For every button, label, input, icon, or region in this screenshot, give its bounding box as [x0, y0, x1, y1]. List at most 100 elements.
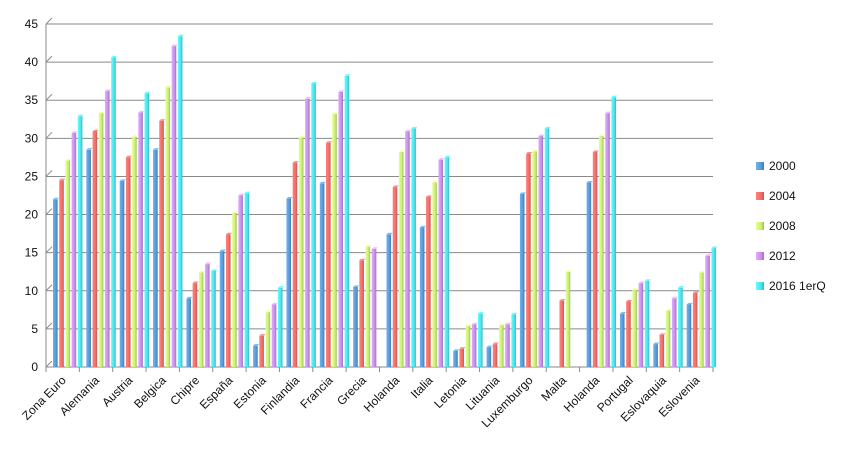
bar-2004-14	[526, 151, 533, 367]
bar-2012-4	[205, 262, 212, 367]
x-tick-label: Holanda	[561, 373, 603, 415]
bar-2004-17	[626, 299, 633, 367]
legend-label: 2000	[769, 159, 796, 173]
bar-2008-8	[332, 112, 339, 367]
bar-2000-8	[319, 181, 326, 367]
y-tick-label: 5	[31, 322, 38, 336]
x-tick-label: Malta	[538, 373, 569, 404]
bar-2004-19	[692, 291, 700, 367]
x-tick-label: Austria	[99, 373, 136, 410]
bar-2012-19	[705, 254, 712, 367]
bar-2016-1erq-6	[277, 286, 285, 367]
x-tick-label: Francia	[297, 373, 335, 411]
bar-2016-1erq-1	[111, 55, 118, 367]
bar-2016-1erq-18	[678, 286, 685, 367]
bar-2004-11	[426, 195, 433, 367]
bar-2012-6	[271, 302, 278, 367]
y-tick-label: 40	[25, 55, 39, 69]
bar-2004-7	[292, 161, 299, 367]
gridline-depth	[45, 208, 53, 215]
legend-swatch	[756, 162, 764, 170]
bar-2012-13	[505, 322, 512, 367]
bar-2012-0	[71, 131, 78, 367]
bar-2004-0	[59, 178, 66, 367]
bar-2008-5	[232, 211, 239, 367]
bar-2008-9	[365, 244, 372, 367]
bar-2016-1erq-7	[311, 81, 318, 367]
bar-2000-7	[286, 196, 293, 367]
gridline-depth	[45, 284, 53, 292]
y-tick-label: 10	[25, 284, 39, 298]
bar-2008-3	[165, 85, 172, 368]
gridline-depth	[45, 131, 53, 139]
legend-label: 2008	[769, 219, 796, 233]
legend-swatch	[756, 192, 764, 200]
bar-2000-3	[153, 148, 160, 367]
bar-2016-1erq-2	[144, 91, 151, 368]
bar-2000-10	[386, 232, 393, 367]
legend-item: 2000	[756, 159, 796, 173]
bar-2012-1	[104, 89, 112, 367]
bar-2016-1erq-5	[244, 191, 251, 367]
legend-label: 2012	[769, 249, 796, 263]
gridline-depth	[45, 55, 53, 63]
bar-2008-15	[565, 270, 572, 367]
bar-2000-11	[419, 225, 427, 367]
legend-item: 2004	[756, 189, 796, 203]
bar-2004-16	[592, 150, 599, 367]
gridline-depth	[45, 246, 53, 254]
bar-2008-14	[532, 149, 539, 367]
bar-2000-2	[119, 179, 126, 367]
gridline-depth	[45, 322, 53, 330]
legend-item: 2012	[756, 249, 796, 263]
y-tick-label: 30	[25, 131, 39, 145]
bar-2000-5	[219, 249, 226, 367]
bar-2012-5	[238, 193, 245, 367]
bar-2008-1	[98, 111, 105, 368]
bar-2004-10	[392, 185, 399, 367]
legend-label: 2016 1erQ	[769, 279, 826, 293]
bar-2016-1erq-12	[478, 312, 485, 367]
legend-label: 2004	[769, 189, 796, 203]
bar-2004-15	[559, 299, 566, 367]
legend-item: 2016 1erQ	[756, 279, 826, 293]
y-tick-labels: 0 5 10 15 20 25 30 35 40 45	[25, 17, 39, 374]
y-tick-label: 15	[25, 246, 39, 260]
bar-2000-6	[253, 344, 260, 367]
gridline-depth	[45, 17, 53, 25]
y-tick-label: 45	[25, 17, 39, 31]
bar-2012-12	[471, 322, 478, 367]
bar-2008-16	[599, 134, 606, 367]
bar-2012-3	[171, 44, 178, 368]
bar-2008-11	[432, 180, 439, 367]
bar-2000-18	[653, 342, 660, 367]
bar-2004-18	[659, 333, 666, 367]
legend-swatch	[756, 222, 764, 230]
x-tick-label: Letonia	[431, 373, 469, 411]
x-tick-label: Belgica	[131, 373, 169, 411]
bar-2004-3	[159, 119, 166, 368]
bar-2008-7	[298, 135, 306, 367]
bar-2008-17	[632, 288, 639, 367]
bar-2012-7	[305, 97, 312, 367]
x-tick-labels: Zona EuroAlemaniaAustriaBelgicaChipreEsp…	[19, 373, 702, 430]
bar-2004-13	[492, 342, 499, 367]
bar-2004-9	[359, 258, 366, 367]
gridline-depth	[45, 170, 53, 177]
bar-2004-4	[192, 281, 199, 367]
gridline-depth	[45, 93, 53, 101]
y-tick-label: 0	[31, 360, 38, 374]
bar-2012-14	[538, 134, 545, 367]
bar-2008-10	[398, 150, 406, 367]
bar-2012-2	[138, 110, 145, 367]
bar-2016-1erq-16	[611, 95, 618, 367]
gridline-depth	[45, 360, 53, 368]
x-tick-label: Zona Euro	[19, 373, 69, 423]
legend: 2000 2004 2008 2012 2016 1erQ	[756, 159, 826, 293]
bar-2000-0	[53, 197, 60, 367]
bar-2008-13	[498, 323, 506, 367]
bar-2000-4	[186, 296, 193, 367]
bar-2008-2	[132, 135, 139, 367]
bar-2016-1erq-11	[444, 155, 451, 367]
